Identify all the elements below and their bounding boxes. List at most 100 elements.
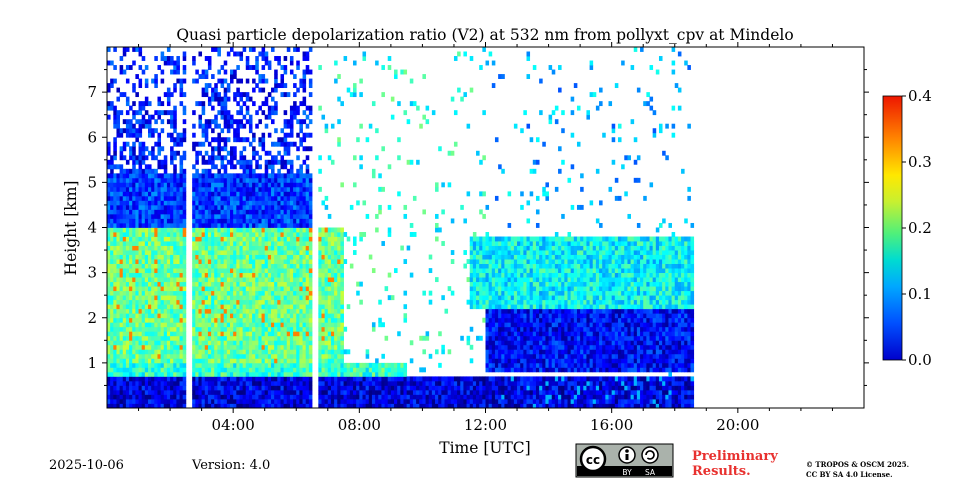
heatmap-cell xyxy=(305,335,310,341)
heatmap-cell xyxy=(144,326,149,332)
heatmap-cell xyxy=(280,317,285,323)
heatmap-cell xyxy=(400,385,404,391)
heatmap-cell xyxy=(469,263,474,269)
heatmap-cell xyxy=(198,376,203,382)
heatmap-cell xyxy=(255,150,259,156)
heatmap-cell xyxy=(359,236,363,242)
heatmap-cell xyxy=(293,398,297,404)
heatmap-cell xyxy=(283,195,288,201)
heatmap-cell xyxy=(245,326,250,332)
heatmap-cell xyxy=(217,371,221,377)
heatmap-cell xyxy=(286,236,291,242)
heatmap-cell xyxy=(192,308,196,314)
heatmap-cell xyxy=(286,389,291,395)
heatmap-cell xyxy=(261,250,266,255)
heatmap-cell xyxy=(113,245,117,251)
heatmap-cell xyxy=(207,259,212,264)
heatmap-cell xyxy=(239,286,244,292)
heatmap-cell xyxy=(166,398,171,404)
heatmap-cell xyxy=(201,128,206,134)
heatmap-cell xyxy=(214,277,218,283)
heatmap-cell xyxy=(192,250,196,255)
heatmap-cell xyxy=(277,137,281,143)
heatmap-cell xyxy=(236,367,240,373)
heatmap-cell xyxy=(220,281,225,287)
heatmap-cell xyxy=(163,308,168,314)
heatmap-cell xyxy=(267,209,272,215)
heatmap-cell xyxy=(406,385,411,391)
heatmap-cell xyxy=(422,380,426,386)
heatmap-cell xyxy=(397,137,401,143)
heatmap-cell xyxy=(236,290,240,296)
heatmap-cell xyxy=(296,87,300,93)
heatmap-cell xyxy=(277,317,281,323)
heatmap-cell xyxy=(125,326,130,332)
heatmap-cell xyxy=(343,326,348,332)
heatmap-cell xyxy=(349,394,354,400)
heatmap-cell xyxy=(258,195,262,201)
heatmap-cell xyxy=(394,74,398,79)
heatmap-cell xyxy=(141,159,146,165)
heatmap-cell xyxy=(245,241,250,246)
heatmap-cell xyxy=(233,272,237,278)
heatmap-cell xyxy=(179,236,184,242)
heatmap-cell xyxy=(255,236,259,242)
heatmap-cell xyxy=(195,389,199,395)
heatmap-cell xyxy=(258,51,262,57)
heatmap-cell xyxy=(176,137,180,143)
heatmap-cell xyxy=(400,245,404,251)
heatmap-cell xyxy=(267,60,272,66)
heatmap-cell xyxy=(207,362,212,368)
heatmap-cell xyxy=(230,69,234,75)
heatmap-cell xyxy=(419,335,423,341)
heatmap-cell xyxy=(258,191,262,197)
heatmap-cell xyxy=(258,105,262,111)
heatmap-cell xyxy=(223,308,228,314)
heatmap-cell xyxy=(236,259,240,264)
heatmap-cell xyxy=(236,213,240,219)
heatmap-cell xyxy=(305,349,310,355)
heatmap-cell xyxy=(340,331,344,337)
heatmap-cell xyxy=(192,295,196,301)
heatmap-cell xyxy=(271,398,275,404)
heatmap-cell xyxy=(211,362,215,368)
heatmap-cell xyxy=(160,254,165,260)
heatmap-cell xyxy=(166,110,171,116)
heatmap-cell xyxy=(144,213,149,219)
heatmap-cell xyxy=(163,371,168,377)
heatmap-cell xyxy=(207,168,212,174)
heatmap-cell xyxy=(198,222,203,228)
heatmap-cell xyxy=(138,349,143,355)
heatmap-cell xyxy=(236,380,240,386)
heatmap-cell xyxy=(166,340,171,346)
heatmap-cell xyxy=(119,222,124,228)
heatmap-cell xyxy=(170,281,174,287)
heatmap-cell xyxy=(151,254,155,260)
heatmap-cell xyxy=(252,47,256,52)
heatmap-cell xyxy=(371,389,376,395)
heatmap-cell xyxy=(176,371,180,377)
heatmap-cell xyxy=(293,191,297,197)
heatmap-cell xyxy=(255,353,259,359)
heatmap-cell xyxy=(384,394,389,400)
heatmap-cell xyxy=(129,268,133,274)
heatmap-cell xyxy=(207,96,212,102)
heatmap-cell xyxy=(280,83,285,89)
heatmap-cell xyxy=(321,286,326,292)
heatmap-cell xyxy=(255,358,259,364)
heatmap-cell xyxy=(226,358,231,364)
heatmap-cell xyxy=(236,241,240,246)
heatmap-cell xyxy=(182,209,187,215)
heatmap-cell xyxy=(293,105,297,111)
heatmap-cell xyxy=(409,394,414,400)
heatmap-cell xyxy=(135,110,139,116)
heatmap-cell xyxy=(163,403,168,408)
heatmap-cell xyxy=(258,232,262,237)
heatmap-cell xyxy=(135,331,139,337)
heatmap-cell xyxy=(154,83,158,89)
heatmap-cell xyxy=(375,358,379,364)
heatmap-cell xyxy=(412,380,417,386)
heatmap-cell xyxy=(201,308,206,314)
heatmap-cell xyxy=(107,385,111,391)
heatmap-cell xyxy=(236,191,240,197)
